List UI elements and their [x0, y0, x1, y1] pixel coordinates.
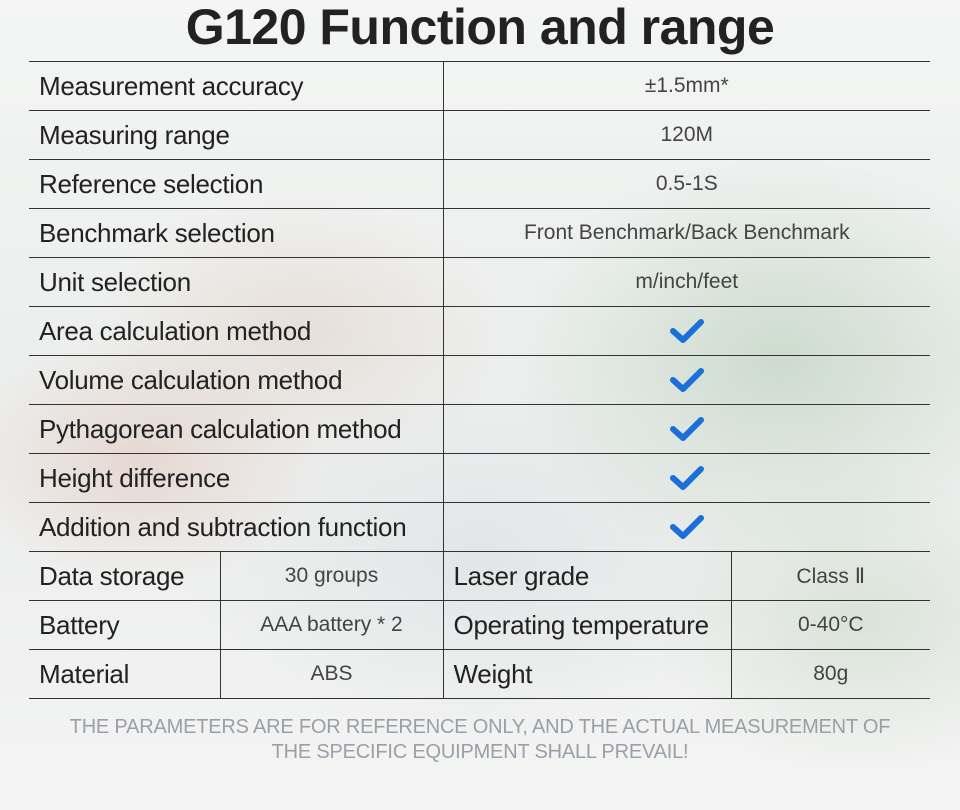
spec-value	[442, 453, 931, 503]
spec-label: Area calculation method	[29, 306, 444, 356]
checkmark-icon	[669, 319, 704, 343]
spec-value: 120M	[442, 110, 931, 160]
spec-label: Pythagorean calculation method	[29, 404, 444, 454]
table-row: Area calculation method	[29, 306, 931, 356]
spec-value	[442, 404, 931, 454]
table-row: Addition and subtraction function	[29, 502, 931, 552]
spec-value: m/inch/feet	[442, 257, 931, 307]
spec-label: Operating temperature	[442, 600, 732, 650]
spec-label: Reference selection	[29, 159, 444, 209]
spec-value: 80g	[730, 649, 931, 699]
spec-value: AAA battery * 2	[219, 600, 444, 650]
spec-value: 30 groups	[219, 551, 444, 601]
spec-label: Addition and subtraction function	[29, 502, 444, 552]
table-row: Pythagorean calculation method	[29, 404, 931, 454]
spec-value	[442, 306, 931, 356]
disclaimer-line-1: THE PARAMETERS ARE FOR REFERENCE ONLY, A…	[69, 716, 891, 738]
spec-label: Measurement accuracy	[29, 61, 444, 111]
spec-value	[442, 355, 931, 405]
spec-table: Measurement accuracy ±1.5mm* Measuring r…	[29, 61, 931, 699]
table-row: Unit selection m/inch/feet	[29, 257, 931, 307]
checkmark-icon	[669, 417, 704, 441]
spec-label: Data storage	[29, 551, 220, 601]
disclaimer: THE PARAMETERS ARE FOR REFERENCE ONLY, A…	[40, 715, 920, 765]
spec-value	[442, 502, 931, 552]
spec-value: 0-40°C	[730, 600, 931, 650]
table-row: Height difference	[29, 453, 931, 503]
spec-value: Front Benchmark/Back Benchmark	[442, 208, 931, 258]
disclaimer-line-2: THE SPECIFIC EQUIPMENT SHALL PREVAIL!	[271, 741, 689, 763]
table-row: Volume calculation method	[29, 355, 931, 405]
spec-label: Unit selection	[29, 257, 444, 307]
spec-label: Height difference	[29, 453, 444, 503]
spec-label: Weight	[442, 649, 732, 699]
spec-value: ABS	[219, 649, 444, 699]
spec-label: Battery	[29, 600, 220, 650]
table-row: Measurement accuracy ±1.5mm*	[29, 61, 931, 111]
spec-value: Class Ⅱ	[730, 551, 931, 601]
table-row: Measuring range 120M	[29, 110, 931, 160]
spec-label: Volume calculation method	[29, 355, 444, 405]
spec-value: 0.5-1S	[442, 159, 931, 209]
table-row: Reference selection 0.5-1S	[29, 159, 931, 209]
checkmark-icon	[669, 466, 704, 490]
page-title: G120 Function and range	[185, 0, 775, 55]
spec-label: Material	[29, 649, 220, 699]
spec-value: ±1.5mm*	[442, 61, 931, 111]
table-row: Material ABS Weight 80g	[29, 649, 931, 699]
spec-label: Laser grade	[442, 551, 732, 601]
table-row: Benchmark selection Front Benchmark/Back…	[29, 208, 931, 258]
table-row: Battery AAA battery * 2 Operating temper…	[29, 600, 931, 650]
checkmark-icon	[669, 515, 704, 539]
spec-label: Measuring range	[29, 110, 444, 160]
checkmark-icon	[669, 368, 704, 392]
table-row: Data storage 30 groups Laser grade Class…	[29, 551, 931, 601]
spec-label: Benchmark selection	[29, 208, 444, 258]
